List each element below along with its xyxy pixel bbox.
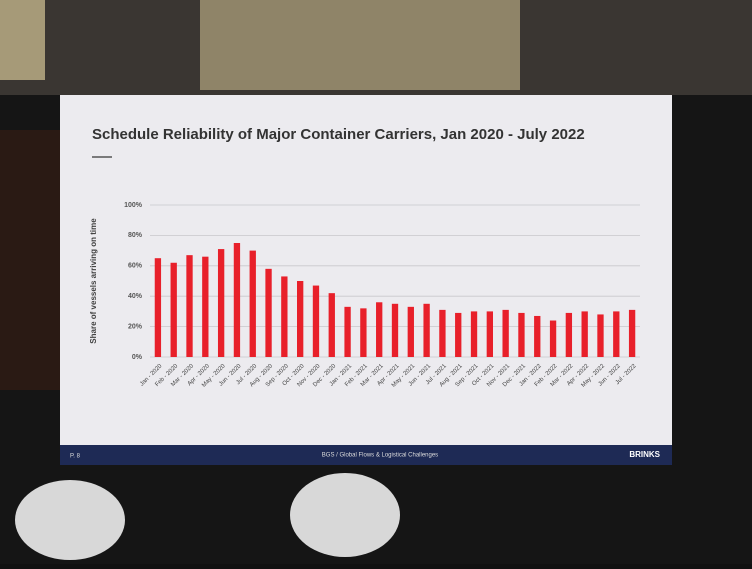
y-tick-label: 20% bbox=[128, 323, 143, 330]
bar bbox=[360, 308, 367, 357]
y-axis-label: Share of vessels arriving on time bbox=[89, 218, 98, 344]
bar bbox=[628, 309, 636, 357]
bar bbox=[549, 320, 557, 357]
bar bbox=[328, 293, 335, 357]
y-tick-label: 60% bbox=[128, 263, 143, 270]
logo: BRINKS bbox=[629, 450, 660, 459]
bar bbox=[470, 311, 478, 357]
bar bbox=[265, 268, 272, 357]
chair bbox=[15, 480, 125, 560]
bar bbox=[565, 312, 573, 357]
y-tick-label: 40% bbox=[128, 293, 143, 300]
chair bbox=[290, 473, 400, 557]
bar bbox=[534, 315, 541, 357]
bar bbox=[281, 276, 288, 357]
side-screen bbox=[0, 130, 60, 390]
bar bbox=[597, 314, 604, 357]
bar bbox=[376, 302, 383, 357]
bar bbox=[613, 311, 620, 357]
bar bbox=[202, 256, 209, 357]
bar bbox=[407, 306, 414, 357]
y-tick-label: 80% bbox=[128, 232, 143, 239]
bar bbox=[312, 285, 320, 357]
bar bbox=[154, 258, 162, 357]
bar bbox=[455, 312, 462, 357]
bar bbox=[249, 250, 256, 357]
y-tick-label: 100% bbox=[124, 202, 143, 209]
bar bbox=[233, 243, 241, 357]
footer-bar bbox=[60, 445, 672, 465]
y-tick-label: 0% bbox=[132, 354, 143, 361]
bar bbox=[344, 306, 351, 357]
page-number: P. 8 bbox=[70, 454, 81, 460]
chart-title: Schedule Reliability of Major Container … bbox=[92, 126, 585, 143]
bar bbox=[502, 309, 509, 357]
bar bbox=[170, 262, 177, 357]
bar bbox=[423, 303, 430, 357]
bar bbox=[391, 303, 399, 357]
bar bbox=[217, 249, 225, 357]
bar bbox=[486, 311, 493, 357]
bar bbox=[518, 312, 525, 357]
ceiling-light bbox=[0, 0, 45, 80]
ceiling-light bbox=[200, 0, 520, 90]
bar bbox=[439, 309, 446, 357]
slide bbox=[60, 95, 672, 465]
bar bbox=[297, 281, 304, 357]
bar bbox=[186, 255, 193, 357]
footer-text: BGS / Global Flows & Logistical Challeng… bbox=[322, 453, 438, 459]
bar bbox=[581, 311, 588, 357]
